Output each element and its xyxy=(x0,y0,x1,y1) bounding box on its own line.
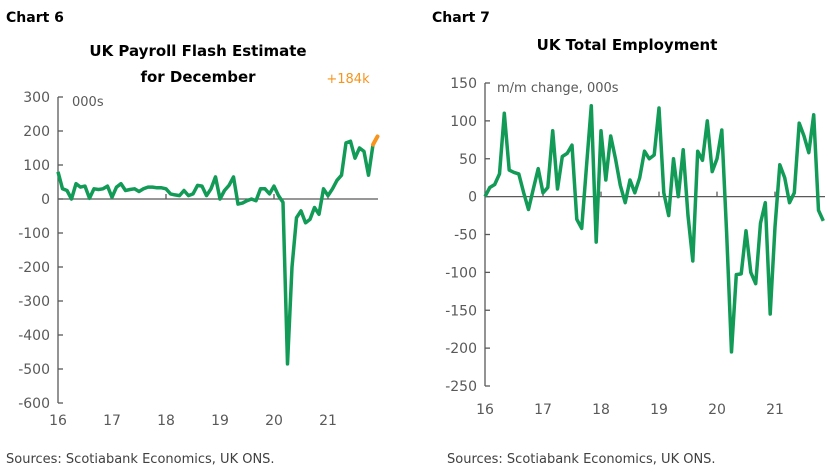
y-tick-label: 50 xyxy=(459,152,477,168)
source-note: Sources: Scotiabank Economics, UK ONS. xyxy=(447,452,716,467)
x-tick-label: 16 xyxy=(476,402,494,418)
chart-title: UK Total Employment xyxy=(537,36,718,54)
unit-label: 000s xyxy=(72,95,104,110)
y-tick-label: -50 xyxy=(454,228,477,244)
x-tick-label: 17 xyxy=(534,402,552,418)
x-tick-label: 19 xyxy=(211,413,229,429)
chart-6: Chart 6 UK Payroll Flash Estimate for Dece… xyxy=(6,10,380,467)
y-tick-label: -200 xyxy=(445,341,477,357)
y-tick-label: -100 xyxy=(18,226,50,242)
series-line xyxy=(56,139,375,366)
x-tick-label: 18 xyxy=(157,413,175,429)
chart-title: for December xyxy=(140,68,256,86)
y-tick-label: 0 xyxy=(41,192,50,208)
chart-title: UK Payroll Flash Estimate xyxy=(89,42,306,60)
y-tick-label: 150 xyxy=(450,76,477,92)
x-tick-label: 16 xyxy=(49,413,67,429)
y-tick-label: -150 xyxy=(445,303,477,319)
chart-number: Chart 7 xyxy=(432,10,490,26)
x-tick-label: 19 xyxy=(650,402,668,418)
x-tick-label: 20 xyxy=(708,402,726,418)
highlight-segment xyxy=(371,134,380,147)
x-tick-label: 21 xyxy=(319,413,337,429)
y-tick-label: -400 xyxy=(18,328,50,344)
y-tick-label: -100 xyxy=(445,265,477,281)
y-tick-label: -600 xyxy=(18,396,50,412)
y-tick-label: 100 xyxy=(450,114,477,130)
y-tick-label: 200 xyxy=(23,124,50,140)
y-tick-label: -250 xyxy=(445,379,477,395)
y-tick-label: -200 xyxy=(18,260,50,276)
x-tick-label: 20 xyxy=(265,413,283,429)
y-tick-label: -300 xyxy=(18,294,50,310)
source-note: Sources: Scotiabank Economics, UK ONS. xyxy=(6,452,275,467)
x-tick-label: 18 xyxy=(592,402,610,418)
unit-label: m/m change, 000s xyxy=(497,81,619,96)
x-tick-label: 17 xyxy=(103,413,121,429)
chart-7: Chart 7 UK Total Employment 150 100 50 0 -50 -1… xyxy=(432,10,825,467)
y-tick-label: 0 xyxy=(468,190,477,206)
annotation-label: +184k xyxy=(326,72,370,87)
series-line xyxy=(483,103,825,354)
y-tick-label: 300 xyxy=(23,90,50,106)
chart-number: Chart 6 xyxy=(6,10,64,26)
y-tick-label: 100 xyxy=(23,158,50,174)
y-tick-label: -500 xyxy=(18,362,50,378)
x-tick-label: 21 xyxy=(766,402,784,418)
